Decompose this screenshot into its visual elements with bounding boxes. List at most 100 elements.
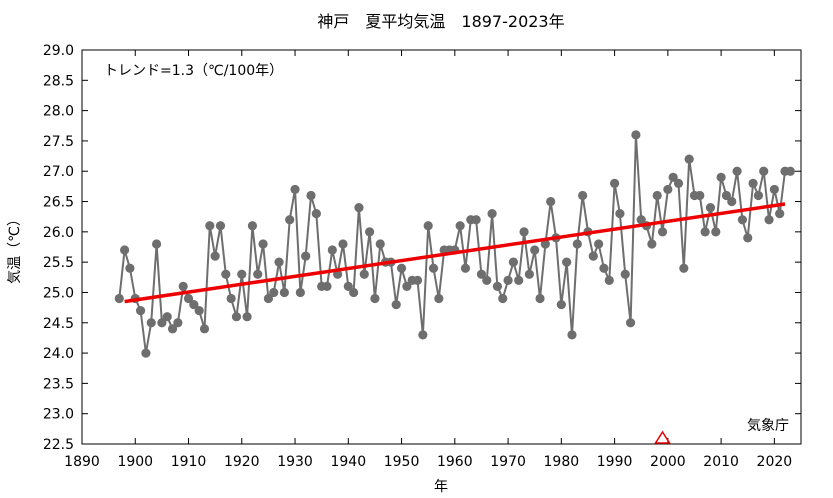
data-point bbox=[609, 178, 620, 188]
plot-area: 22.5 23.0 23.5 24.0 24.5 25.0 25.5 26.0 26.5 27.0… bbox=[43, 43, 802, 470]
data-point bbox=[748, 178, 758, 188]
x-tick-label: 1900 bbox=[117, 454, 153, 470]
data-point bbox=[721, 190, 732, 201]
data-point bbox=[711, 227, 721, 237]
data-point bbox=[647, 239, 657, 249]
data-point bbox=[301, 251, 311, 261]
data-point bbox=[705, 203, 716, 213]
data-point bbox=[402, 281, 412, 291]
data-point bbox=[263, 293, 274, 304]
x-axis: 1890 1900 1910 1920 1930 1940 1950 1960 1970 1980… bbox=[64, 50, 792, 470]
data-point bbox=[396, 263, 407, 273]
data-point bbox=[556, 299, 566, 310]
data-point bbox=[327, 245, 337, 255]
x-tick-label: 2020 bbox=[757, 454, 793, 470]
data-point bbox=[482, 275, 492, 285]
data-point bbox=[210, 251, 220, 261]
data-point bbox=[594, 239, 604, 249]
data-point bbox=[434, 293, 444, 304]
data-point bbox=[423, 221, 433, 231]
data-point bbox=[514, 275, 524, 285]
data-point bbox=[498, 293, 508, 304]
data-point bbox=[279, 287, 289, 298]
data-point bbox=[428, 263, 439, 273]
data-point bbox=[167, 324, 178, 334]
y-tick-label: 23.5 bbox=[43, 376, 74, 392]
data-point bbox=[530, 245, 540, 255]
data-point bbox=[769, 184, 779, 195]
x-tick-label: 1960 bbox=[437, 454, 473, 470]
x-tick-label: 1920 bbox=[224, 454, 260, 470]
x-axis-label: 年 bbox=[434, 479, 448, 495]
credit-label: 気象庁 bbox=[747, 418, 789, 434]
y-axis-label: 気温（℃） bbox=[7, 212, 23, 284]
data-point bbox=[295, 287, 305, 298]
plot-frame bbox=[81, 49, 802, 445]
data-point bbox=[391, 299, 401, 310]
data-point bbox=[588, 251, 598, 261]
y-tick-label: 27.5 bbox=[43, 134, 74, 150]
data-point bbox=[503, 275, 513, 285]
data-point bbox=[349, 287, 359, 298]
data-point bbox=[194, 306, 204, 316]
data-point bbox=[258, 239, 268, 249]
x-tick-label: 1930 bbox=[277, 454, 313, 470]
data-point bbox=[253, 269, 263, 279]
y-tick-label: 28.0 bbox=[43, 104, 74, 120]
x-tick-label: 1910 bbox=[171, 454, 207, 470]
data-point bbox=[599, 263, 609, 273]
y-tick-label: 24.0 bbox=[43, 346, 74, 362]
data-point bbox=[508, 257, 518, 267]
x-tick-label: 2010 bbox=[703, 454, 739, 470]
data-point bbox=[205, 221, 215, 231]
data-point bbox=[370, 293, 380, 304]
data-point bbox=[492, 281, 503, 291]
data-point bbox=[178, 281, 188, 291]
series-line bbox=[118, 134, 791, 354]
data-point bbox=[322, 281, 332, 291]
data-point bbox=[221, 269, 231, 279]
data-point bbox=[620, 269, 630, 279]
data-point bbox=[306, 190, 316, 201]
station-change-marker bbox=[654, 430, 671, 444]
data-point bbox=[737, 215, 748, 225]
data-point bbox=[247, 221, 258, 231]
data-point bbox=[775, 209, 785, 219]
data-point bbox=[215, 221, 226, 231]
y-tick-label: 25.5 bbox=[43, 255, 74, 271]
data-point bbox=[455, 221, 465, 231]
data-point bbox=[125, 263, 135, 273]
data-point bbox=[732, 166, 742, 176]
data-point bbox=[679, 263, 689, 273]
y-axis: 22.5 23.0 23.5 24.0 24.5 25.0 25.5 26.0 26.5 27.0… bbox=[43, 43, 801, 453]
data-point bbox=[237, 269, 247, 279]
data-point bbox=[700, 227, 710, 237]
data-point bbox=[114, 293, 124, 304]
data-point bbox=[567, 330, 577, 340]
data-point bbox=[311, 209, 321, 219]
data-point bbox=[338, 239, 348, 249]
x-tick-label: 1940 bbox=[330, 454, 366, 470]
data-point bbox=[375, 239, 385, 249]
data-point bbox=[151, 239, 162, 249]
data-point bbox=[343, 281, 353, 291]
x-tick-label: 1980 bbox=[544, 454, 580, 470]
data-point bbox=[759, 166, 769, 176]
data-point bbox=[274, 257, 284, 267]
data-point bbox=[615, 209, 625, 219]
data-point bbox=[460, 263, 471, 273]
data-point bbox=[604, 275, 614, 285]
data-point bbox=[226, 293, 236, 304]
x-tick-label: 1890 bbox=[64, 454, 100, 470]
data-point bbox=[290, 184, 300, 195]
data-point bbox=[625, 318, 636, 328]
data-point bbox=[135, 306, 146, 316]
y-tick-label: 23.0 bbox=[43, 407, 74, 423]
data-point bbox=[753, 190, 763, 201]
data-point bbox=[727, 196, 737, 207]
y-tick-label: 22.5 bbox=[43, 437, 74, 453]
data-point bbox=[636, 215, 646, 225]
data-point bbox=[562, 257, 572, 267]
data-point bbox=[785, 166, 795, 176]
